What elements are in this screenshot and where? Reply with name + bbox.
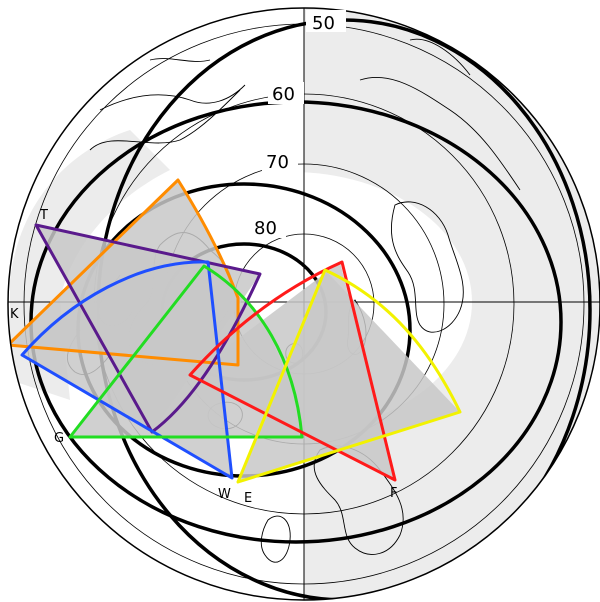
region-yellow-outline xyxy=(236,268,462,484)
region-label-k: K xyxy=(10,307,19,322)
lat-label-60: 60 xyxy=(272,84,295,105)
lat-label-70: 70 xyxy=(266,152,289,173)
region-purple-outline xyxy=(34,223,262,434)
region-red-outline xyxy=(188,260,397,482)
region-label-f: F xyxy=(390,486,397,501)
lat-label-50: 50 xyxy=(312,13,335,34)
map-boundary xyxy=(7,7,600,601)
region-orange-outline xyxy=(8,178,240,367)
latitude-labels: 50 60 70 80 xyxy=(250,10,346,239)
region-labels: T K G W E F xyxy=(10,208,397,506)
region-label-g: G xyxy=(54,431,64,446)
lat-label-80: 80 xyxy=(254,218,277,239)
region-label-w: W xyxy=(218,487,231,502)
colored-regions xyxy=(8,178,462,484)
region-label-e: E xyxy=(244,491,252,506)
region-label-t: T xyxy=(39,208,48,223)
region-blue-outline xyxy=(20,260,234,480)
coast-uk xyxy=(260,515,291,563)
coast-scandinavia xyxy=(391,201,464,333)
coast-alaska xyxy=(99,58,246,111)
region-green-outline xyxy=(68,264,304,439)
